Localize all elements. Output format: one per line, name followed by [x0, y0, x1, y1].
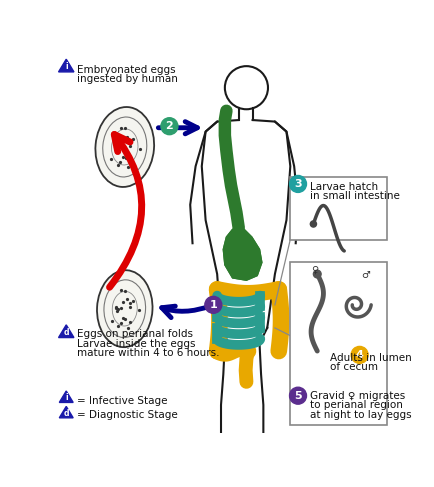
Text: mature within 4 to 6 hours.: mature within 4 to 6 hours.	[77, 348, 219, 358]
Circle shape	[289, 387, 306, 404]
Text: 5: 5	[293, 391, 301, 401]
Polygon shape	[59, 59, 74, 72]
Circle shape	[204, 297, 221, 313]
Text: i: i	[65, 62, 67, 72]
Text: = Diagnostic Stage: = Diagnostic Stage	[77, 410, 178, 420]
Text: ingested by human: ingested by human	[77, 74, 178, 84]
Text: ♂: ♂	[360, 270, 369, 280]
Text: 3: 3	[293, 179, 301, 189]
Circle shape	[312, 270, 320, 278]
Text: = Infective Stage: = Infective Stage	[77, 396, 167, 406]
Text: of cecum: of cecum	[329, 362, 378, 372]
Circle shape	[350, 346, 367, 363]
Text: ♀: ♀	[310, 264, 318, 275]
Text: 2: 2	[165, 121, 173, 131]
FancyBboxPatch shape	[289, 262, 386, 425]
Text: Embryonated eggs: Embryonated eggs	[77, 65, 175, 75]
Polygon shape	[59, 407, 73, 418]
Text: Larvae hatch: Larvae hatch	[309, 182, 377, 192]
Circle shape	[161, 118, 178, 135]
Circle shape	[309, 221, 316, 227]
Text: Adults in lumen: Adults in lumen	[329, 353, 411, 363]
Ellipse shape	[95, 107, 154, 187]
Text: 1: 1	[209, 300, 217, 310]
Text: i: i	[65, 393, 67, 402]
Polygon shape	[59, 391, 73, 402]
Circle shape	[289, 175, 306, 192]
Text: to perianal region: to perianal region	[309, 400, 401, 411]
FancyBboxPatch shape	[289, 177, 386, 240]
Text: d: d	[63, 328, 69, 337]
Polygon shape	[223, 228, 261, 280]
Text: at night to lay eggs: at night to lay eggs	[309, 410, 410, 420]
Text: Eggs on perianal folds: Eggs on perianal folds	[77, 330, 193, 339]
Text: in small intestine: in small intestine	[309, 191, 398, 201]
Text: d: d	[63, 409, 69, 418]
Ellipse shape	[97, 270, 152, 347]
Text: 4: 4	[355, 350, 363, 360]
Text: Gravid ♀ migrates: Gravid ♀ migrates	[309, 391, 404, 401]
Polygon shape	[59, 325, 74, 337]
Text: Larvae inside the eggs: Larvae inside the eggs	[77, 339, 195, 349]
